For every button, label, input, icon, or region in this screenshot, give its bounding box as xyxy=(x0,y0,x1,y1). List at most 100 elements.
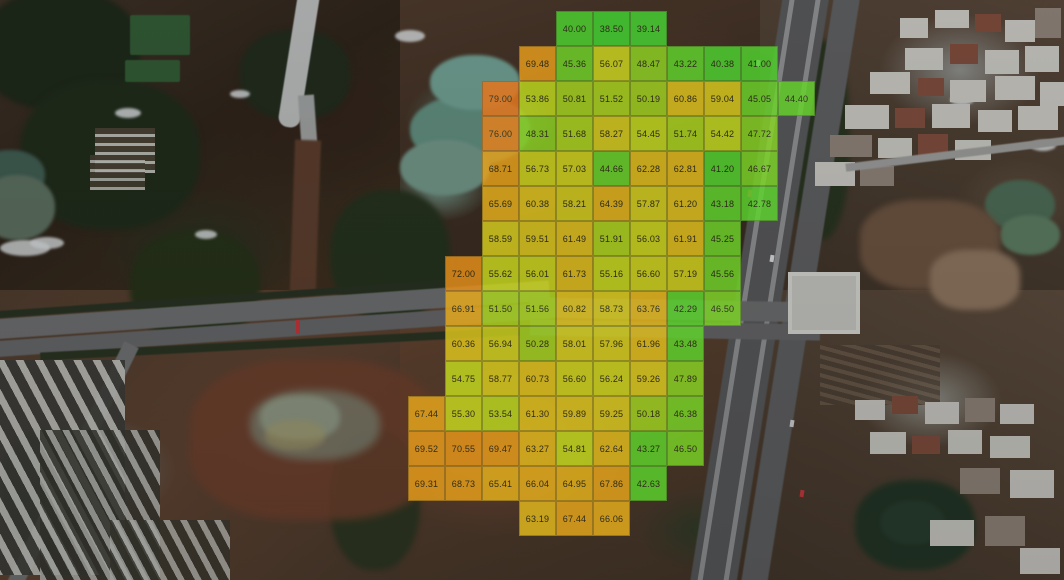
grid-cell[interactable]: 50.19 xyxy=(630,81,667,116)
grid-cell[interactable]: 69.52 xyxy=(408,431,445,466)
grid-cell[interactable]: 51.56 xyxy=(519,291,556,326)
grid-cell[interactable]: 41.00 xyxy=(741,46,778,81)
grid-cell[interactable]: 60.38 xyxy=(519,186,556,221)
grid-cell[interactable]: 60.73 xyxy=(519,361,556,396)
grid-cell[interactable]: 54.81 xyxy=(556,431,593,466)
grid-cell[interactable]: 46.50 xyxy=(667,431,704,466)
grid-cell[interactable]: 42.29 xyxy=(667,291,704,326)
grid-cell[interactable]: 76.00 xyxy=(482,116,519,151)
grid-cell[interactable]: 50.18 xyxy=(630,396,667,431)
grid-cell[interactable]: 51.50 xyxy=(482,291,519,326)
grid-cell[interactable]: 66.91 xyxy=(445,291,482,326)
grid-cell[interactable]: 58.01 xyxy=(556,326,593,361)
grid-cell[interactable]: 42.63 xyxy=(630,466,667,501)
grid-cell[interactable]: 56.60 xyxy=(556,361,593,396)
grid-cell[interactable]: 61.96 xyxy=(630,326,667,361)
grid-cell[interactable]: 57.87 xyxy=(630,186,667,221)
grid-cell[interactable]: 57.19 xyxy=(667,256,704,291)
grid-cell[interactable]: 41.20 xyxy=(704,151,741,186)
grid-cell[interactable]: 45.36 xyxy=(556,46,593,81)
grid-cell[interactable]: 58.59 xyxy=(482,221,519,256)
grid-cell[interactable]: 51.74 xyxy=(667,116,704,151)
grid-cell[interactable]: 67.44 xyxy=(556,501,593,536)
grid-cell[interactable]: 62.28 xyxy=(630,151,667,186)
grid-cell[interactable]: 45.56 xyxy=(704,256,741,291)
grid-cell[interactable]: 61.91 xyxy=(667,221,704,256)
grid-cell[interactable]: 56.24 xyxy=(593,361,630,396)
grid-cell[interactable]: 47.72 xyxy=(741,116,778,151)
grid-cell[interactable]: 53.86 xyxy=(519,81,556,116)
grid-cell[interactable]: 59.89 xyxy=(556,396,593,431)
grid-cell[interactable]: 62.81 xyxy=(667,151,704,186)
grid-cell[interactable]: 38.50 xyxy=(593,11,630,46)
grid-cell[interactable]: 69.48 xyxy=(519,46,556,81)
grid-cell[interactable]: 58.73 xyxy=(593,291,630,326)
grid-cell[interactable]: 43.48 xyxy=(667,326,704,361)
grid-cell[interactable]: 47.89 xyxy=(667,361,704,396)
grid-cell[interactable]: 61.20 xyxy=(667,186,704,221)
grid-cell[interactable]: 46.50 xyxy=(704,291,741,326)
grid-cell[interactable]: 59.26 xyxy=(630,361,667,396)
grid-cell[interactable]: 54.75 xyxy=(445,361,482,396)
grid-cell[interactable]: 44.40 xyxy=(778,81,815,116)
grid-cell[interactable]: 57.03 xyxy=(556,151,593,186)
grid-cell[interactable]: 59.04 xyxy=(704,81,741,116)
grid-cell[interactable]: 62.64 xyxy=(593,431,630,466)
grid-cell[interactable]: 56.07 xyxy=(593,46,630,81)
grid-cell[interactable]: 65.69 xyxy=(482,186,519,221)
grid-cell[interactable]: 58.21 xyxy=(556,186,593,221)
grid-cell[interactable]: 55.16 xyxy=(593,256,630,291)
grid-cell[interactable]: 39.14 xyxy=(630,11,667,46)
grid-cell[interactable]: 68.73 xyxy=(445,466,482,501)
grid-cell[interactable]: 61.30 xyxy=(519,396,556,431)
grid-cell[interactable]: 61.49 xyxy=(556,221,593,256)
grid-cell[interactable]: 66.04 xyxy=(519,466,556,501)
grid-cell[interactable]: 79.00 xyxy=(482,81,519,116)
grid-cell[interactable]: 69.47 xyxy=(482,431,519,466)
grid-cell[interactable]: 51.52 xyxy=(593,81,630,116)
grid-cell[interactable]: 48.47 xyxy=(630,46,667,81)
grid-cell[interactable]: 40.38 xyxy=(704,46,741,81)
grid-cell[interactable]: 63.76 xyxy=(630,291,667,326)
grid-cell[interactable]: 53.54 xyxy=(482,396,519,431)
grid-cell[interactable]: 69.31 xyxy=(408,466,445,501)
grid-cell[interactable]: 51.68 xyxy=(556,116,593,151)
grid-cell[interactable]: 48.31 xyxy=(519,116,556,151)
grid-cell[interactable]: 56.03 xyxy=(630,221,667,256)
grid-cell[interactable]: 44.66 xyxy=(593,151,630,186)
grid-cell[interactable]: 54.42 xyxy=(704,116,741,151)
grid-cell[interactable]: 58.27 xyxy=(593,116,630,151)
grid-cell[interactable]: 68.71 xyxy=(482,151,519,186)
grid-cell[interactable]: 70.55 xyxy=(445,431,482,466)
grid-cell[interactable]: 43.22 xyxy=(667,46,704,81)
grid-cell[interactable]: 40.00 xyxy=(556,11,593,46)
grid-cell[interactable]: 56.94 xyxy=(482,326,519,361)
grid-cell[interactable]: 64.95 xyxy=(556,466,593,501)
grid-cell[interactable]: 60.86 xyxy=(667,81,704,116)
grid-cell[interactable]: 54.45 xyxy=(630,116,667,151)
grid-cell[interactable]: 46.38 xyxy=(667,396,704,431)
grid-cell[interactable]: 60.82 xyxy=(556,291,593,326)
grid-cell[interactable]: 63.27 xyxy=(519,431,556,466)
grid-cell[interactable]: 45.25 xyxy=(704,221,741,256)
grid-cell[interactable]: 50.81 xyxy=(556,81,593,116)
grid-cell[interactable]: 58.77 xyxy=(482,361,519,396)
grid-cell[interactable]: 64.39 xyxy=(593,186,630,221)
grid-cell[interactable]: 57.96 xyxy=(593,326,630,361)
grid-cell[interactable]: 46.67 xyxy=(741,151,778,186)
grid-cell[interactable]: 42.78 xyxy=(741,186,778,221)
grid-cell[interactable]: 72.00 xyxy=(445,256,482,291)
grid-cell[interactable]: 45.05 xyxy=(741,81,778,116)
grid-cell[interactable]: 56.01 xyxy=(519,256,556,291)
grid-cell[interactable]: 56.73 xyxy=(519,151,556,186)
grid-cell[interactable]: 66.06 xyxy=(593,501,630,536)
grid-cell[interactable]: 50.28 xyxy=(519,326,556,361)
grid-cell[interactable]: 60.36 xyxy=(445,326,482,361)
grid-cell[interactable]: 67.86 xyxy=(593,466,630,501)
grid-cell[interactable]: 43.18 xyxy=(704,186,741,221)
grid-cell[interactable]: 43.27 xyxy=(630,431,667,466)
grid-cell[interactable]: 56.60 xyxy=(630,256,667,291)
grid-cell[interactable]: 59.51 xyxy=(519,221,556,256)
grid-cell[interactable]: 55.62 xyxy=(482,256,519,291)
